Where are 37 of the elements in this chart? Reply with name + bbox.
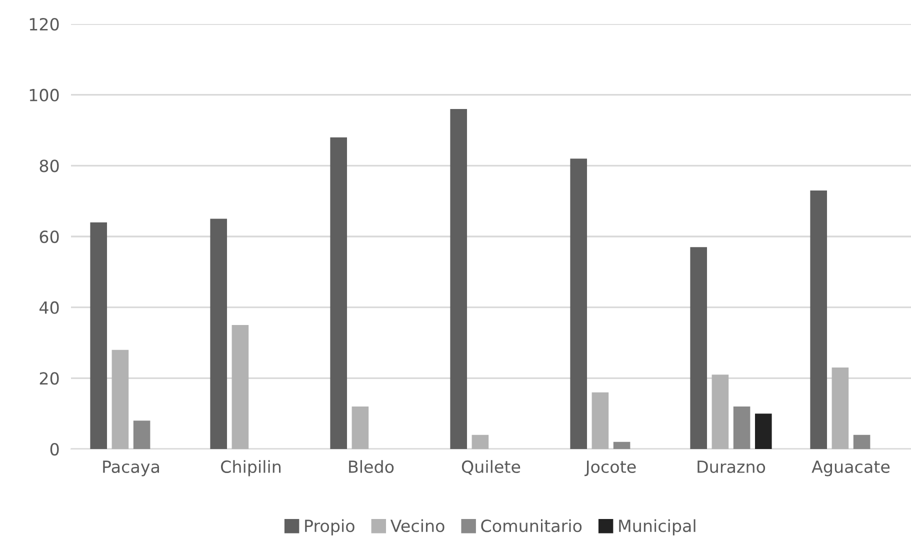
- legend-label: Propio: [305, 519, 354, 536]
- y-tick-label: 120: [30, 18, 59, 31]
- bar: [90, 222, 107, 449]
- legend-label: Municipal: [619, 519, 696, 536]
- bar: [232, 325, 249, 449]
- y-tick-label: 60: [40, 230, 59, 244]
- bar: [352, 406, 369, 449]
- y-tick-label: 100: [30, 88, 59, 102]
- x-tick-label: Quilete: [462, 460, 520, 475]
- bar: [133, 420, 150, 449]
- bar: [810, 190, 827, 449]
- bar: [690, 247, 707, 449]
- y-tick-label: 0: [50, 442, 59, 456]
- legend-label: Comunitario: [481, 519, 582, 532]
- x-tick-label: Aguacate: [812, 460, 890, 476]
- x-tick-label: Bledo: [349, 460, 394, 474]
- bar: [210, 218, 227, 449]
- bar: [853, 434, 870, 449]
- bar: [592, 392, 609, 449]
- bar: [330, 137, 347, 449]
- x-tick-label: Durazno: [698, 460, 766, 474]
- bar: [472, 434, 489, 449]
- bar: [112, 350, 129, 449]
- bar: [733, 406, 750, 449]
- bar: [755, 414, 772, 449]
- x-tick-label: Jocote: [584, 460, 636, 476]
- bar: [570, 158, 587, 449]
- bar: [712, 374, 729, 449]
- y-tick-label: 20: [40, 372, 59, 385]
- x-tick-label: Chipilin: [221, 460, 281, 476]
- bar: [613, 442, 630, 449]
- bar: [832, 368, 849, 449]
- y-tick-label: 80: [40, 160, 59, 172]
- x-tick-label: Pacaya: [103, 460, 159, 476]
- y-tick-label: 40: [39, 301, 59, 314]
- legend-label: Vecino: [390, 519, 444, 532]
- bar: [450, 109, 467, 449]
